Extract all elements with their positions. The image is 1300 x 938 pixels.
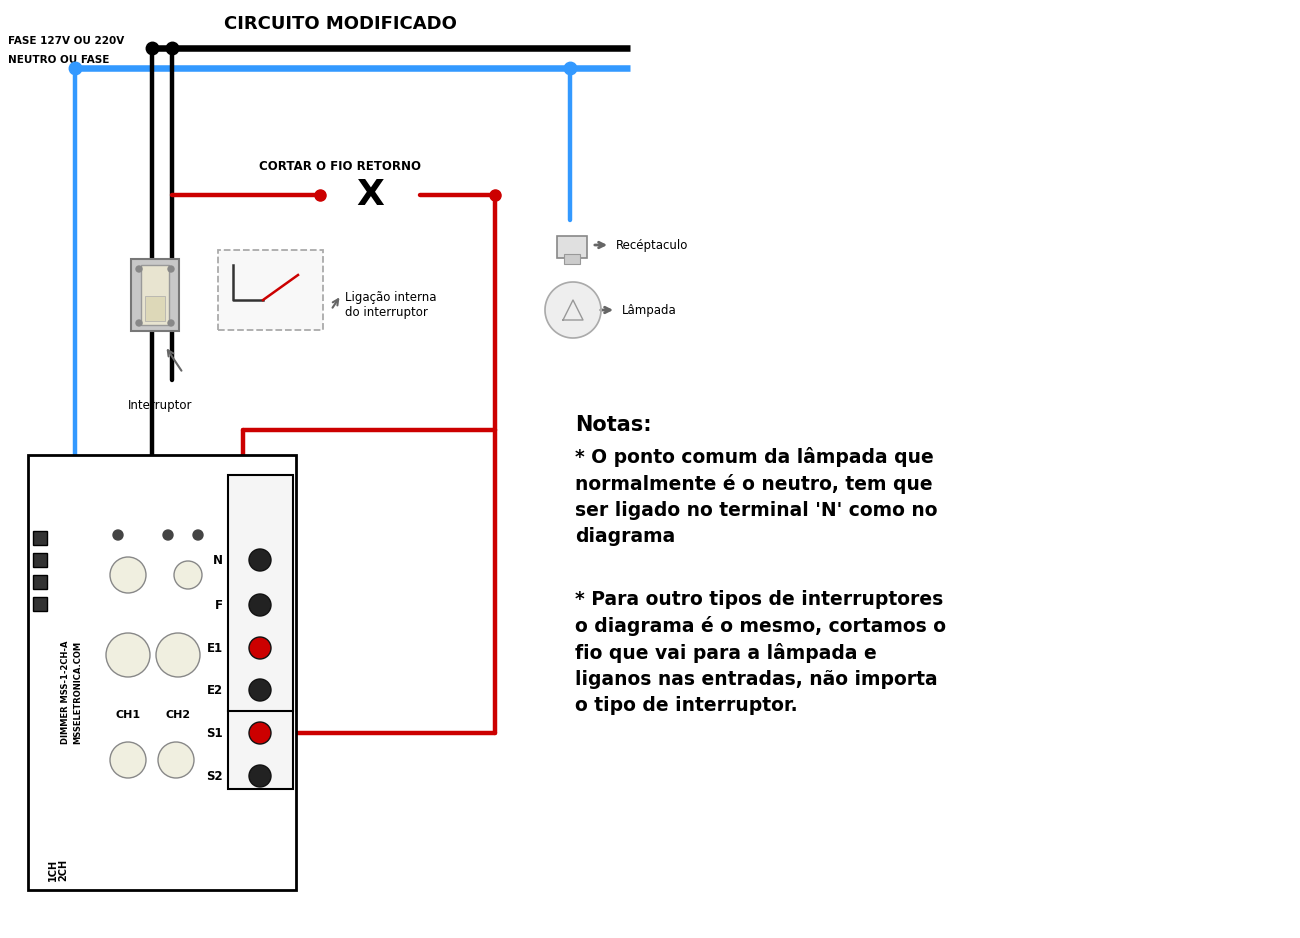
Text: 2CH: 2CH	[58, 859, 68, 881]
Bar	[32, 553, 47, 567]
Bar	[218, 250, 322, 330]
Polygon shape	[545, 282, 601, 338]
Bar	[32, 597, 47, 611]
Circle shape	[192, 530, 203, 540]
Text: S2: S2	[207, 769, 224, 782]
Bar	[32, 531, 47, 545]
Text: FASE 127V OU 220V: FASE 127V OU 220V	[8, 36, 125, 46]
Text: Recéptaculo: Recéptaculo	[616, 238, 689, 251]
Bar	[227, 475, 292, 789]
Text: DIMMER MSS-1-2CH-A: DIMMER MSS-1-2CH-A	[61, 641, 70, 744]
Text: NEUTRO OU FASE: NEUTRO OU FASE	[8, 55, 109, 65]
Text: MSSELETRONICA.COM: MSSELETRONICA.COM	[74, 641, 82, 744]
Text: * Para outro tipos de interruptores
o diagrama é o mesmo, cortamos o
fio que vai: * Para outro tipos de interruptores o di…	[575, 590, 946, 715]
Text: S1: S1	[207, 727, 224, 739]
Bar	[146, 296, 165, 321]
Text: CIRCUITO MODIFICADO: CIRCUITO MODIFICADO	[224, 15, 456, 33]
Bar	[32, 575, 47, 589]
Circle shape	[136, 320, 142, 326]
Bar	[131, 259, 179, 331]
Bar	[29, 455, 296, 890]
Bar	[564, 254, 580, 264]
Circle shape	[113, 530, 124, 540]
Circle shape	[250, 594, 270, 616]
Text: CH2: CH2	[165, 710, 191, 720]
Circle shape	[107, 633, 150, 677]
Circle shape	[162, 530, 173, 540]
Circle shape	[250, 765, 270, 787]
Text: Ligação interna
do interruptor: Ligação interna do interruptor	[344, 291, 437, 319]
Text: N: N	[213, 553, 224, 567]
Circle shape	[111, 742, 146, 778]
Circle shape	[250, 722, 270, 744]
Circle shape	[174, 561, 202, 589]
Circle shape	[250, 679, 270, 701]
Text: Lâmpada: Lâmpada	[621, 304, 677, 316]
Circle shape	[250, 549, 270, 571]
Bar	[140, 265, 169, 325]
Circle shape	[156, 633, 200, 677]
Circle shape	[168, 320, 174, 326]
Text: F: F	[214, 598, 224, 612]
Circle shape	[168, 266, 174, 272]
Text: Notas:: Notas:	[575, 415, 651, 435]
Circle shape	[111, 557, 146, 593]
Circle shape	[159, 742, 194, 778]
Text: E1: E1	[207, 642, 224, 655]
Text: CORTAR O FIO RETORNO: CORTAR O FIO RETORNO	[259, 160, 421, 173]
Text: * O ponto comum da lâmpada que
normalmente é o neutro, tem que
ser ligado no ter: * O ponto comum da lâmpada que normalmen…	[575, 447, 937, 546]
Circle shape	[250, 637, 270, 659]
Text: Interruptor: Interruptor	[127, 399, 192, 412]
Circle shape	[136, 266, 142, 272]
Text: X: X	[356, 178, 384, 212]
Text: 1CH: 1CH	[48, 859, 58, 881]
Text: E2: E2	[207, 684, 224, 697]
Text: CH1: CH1	[116, 710, 140, 720]
Bar	[556, 236, 588, 258]
